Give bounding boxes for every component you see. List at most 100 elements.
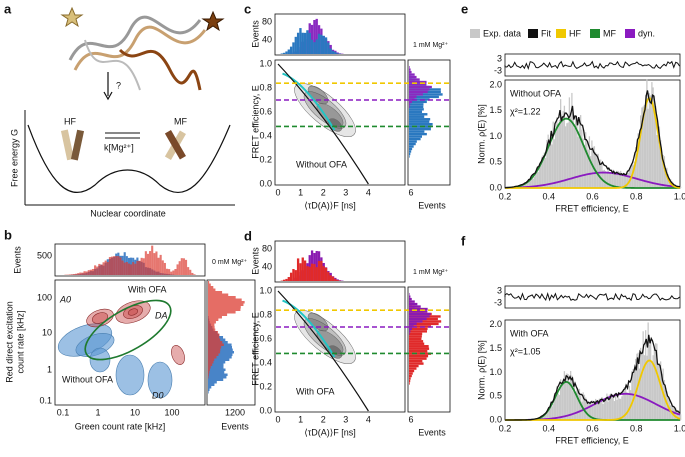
hist-bar <box>208 303 244 306</box>
hist-bar <box>409 372 413 375</box>
data-bar <box>607 401 609 420</box>
hist-bar <box>409 320 442 323</box>
x-label: Events <box>418 200 446 210</box>
data-bar <box>553 394 556 420</box>
hist-bar <box>315 39 318 54</box>
hist-bar <box>208 368 226 371</box>
hist-bar <box>208 323 215 326</box>
data-bar <box>647 108 649 188</box>
hist-bar <box>165 268 169 275</box>
hist-bar <box>208 353 233 356</box>
hist-bar <box>208 363 224 366</box>
panel-label: f <box>461 233 466 248</box>
y-tick-label: 1.0 <box>489 131 502 141</box>
data-bar <box>586 401 588 420</box>
y-tick-label: 40 <box>262 261 272 271</box>
hist-bar <box>113 256 116 275</box>
x-label: Events <box>418 427 446 437</box>
hist-bar <box>208 328 216 331</box>
hist-bar <box>208 348 221 351</box>
question: ? <box>116 80 121 90</box>
data-bar <box>551 406 553 420</box>
data-bar <box>648 93 651 188</box>
data-bar <box>677 410 679 420</box>
hist-bar <box>409 103 424 106</box>
hist-bar <box>208 361 226 364</box>
hist-bar <box>208 326 215 329</box>
x-tick-label: 1.0 <box>674 423 685 433</box>
data-bar <box>598 398 601 420</box>
hist-bar <box>409 65 410 69</box>
data-bar <box>560 379 562 420</box>
hist-bar <box>409 100 412 104</box>
hist-bar <box>91 268 95 275</box>
axes-frame <box>274 59 406 186</box>
hist-bar <box>409 292 410 296</box>
hist-bar <box>299 28 302 54</box>
hist-bar <box>409 300 415 303</box>
sample-label: Without OFA <box>62 374 113 384</box>
data-bar <box>566 123 568 188</box>
data-bar <box>600 399 602 420</box>
hist-bar <box>168 269 171 275</box>
hist-bar <box>409 103 411 106</box>
panel-label: a <box>4 1 12 16</box>
hist-bar <box>208 356 217 359</box>
axes-frame <box>54 243 206 277</box>
data-bar <box>617 170 619 188</box>
fit-line <box>504 171 681 189</box>
data-bar <box>602 170 604 188</box>
contour <box>115 354 145 396</box>
hist-bar <box>409 155 410 158</box>
hist-bar <box>409 68 411 71</box>
x-tick-label: 1 <box>298 187 303 197</box>
hist-bar <box>208 333 220 336</box>
data-bar <box>623 387 626 420</box>
data-bar <box>640 115 642 188</box>
data-bar <box>638 368 641 420</box>
hist-bar <box>409 335 422 338</box>
hist-bar <box>409 95 417 99</box>
y-label: Norm. ρ(E) [%] <box>476 340 486 400</box>
panel-label: e <box>461 1 468 16</box>
hist-bar <box>163 262 166 275</box>
hist-bar <box>208 356 232 359</box>
hist-bar <box>409 98 430 101</box>
data-bar <box>627 393 629 420</box>
hist-bar <box>409 85 432 89</box>
legend-swatch <box>528 29 538 38</box>
hist-bar <box>287 277 290 281</box>
hist-bar <box>108 257 111 275</box>
population: A0 <box>59 294 71 304</box>
data-bar <box>565 375 567 420</box>
hist-bar <box>301 257 304 281</box>
data-bar <box>547 409 549 420</box>
hist-bar <box>208 283 211 286</box>
hist-bar <box>83 271 86 275</box>
x-tick-label: 6 <box>408 414 413 424</box>
hist-bar <box>409 367 417 370</box>
star <box>60 6 84 28</box>
data-bar <box>581 129 583 188</box>
data-bar <box>647 322 649 420</box>
hist-bar <box>208 391 209 394</box>
x-tick-label: 0.1 <box>57 407 70 417</box>
hist-bar <box>409 100 427 104</box>
y-tick-label: 80 <box>262 16 272 26</box>
hist-bar <box>294 270 297 281</box>
hist-bar <box>289 46 293 54</box>
state-label: HF <box>64 116 76 126</box>
helix-icon <box>164 130 186 160</box>
hist-bar <box>132 262 135 275</box>
y-tick-label: 0.0 <box>259 405 272 415</box>
data-bar <box>571 375 573 420</box>
data-bar <box>578 121 581 188</box>
data-bar <box>548 139 551 188</box>
data-bar <box>650 341 652 420</box>
x-tick-label: 0.2 <box>499 191 512 201</box>
hist-bar <box>127 263 130 275</box>
hist-bar <box>315 18 318 55</box>
static-line <box>277 290 369 412</box>
hist-bar <box>409 352 431 355</box>
data-bar <box>653 95 656 188</box>
